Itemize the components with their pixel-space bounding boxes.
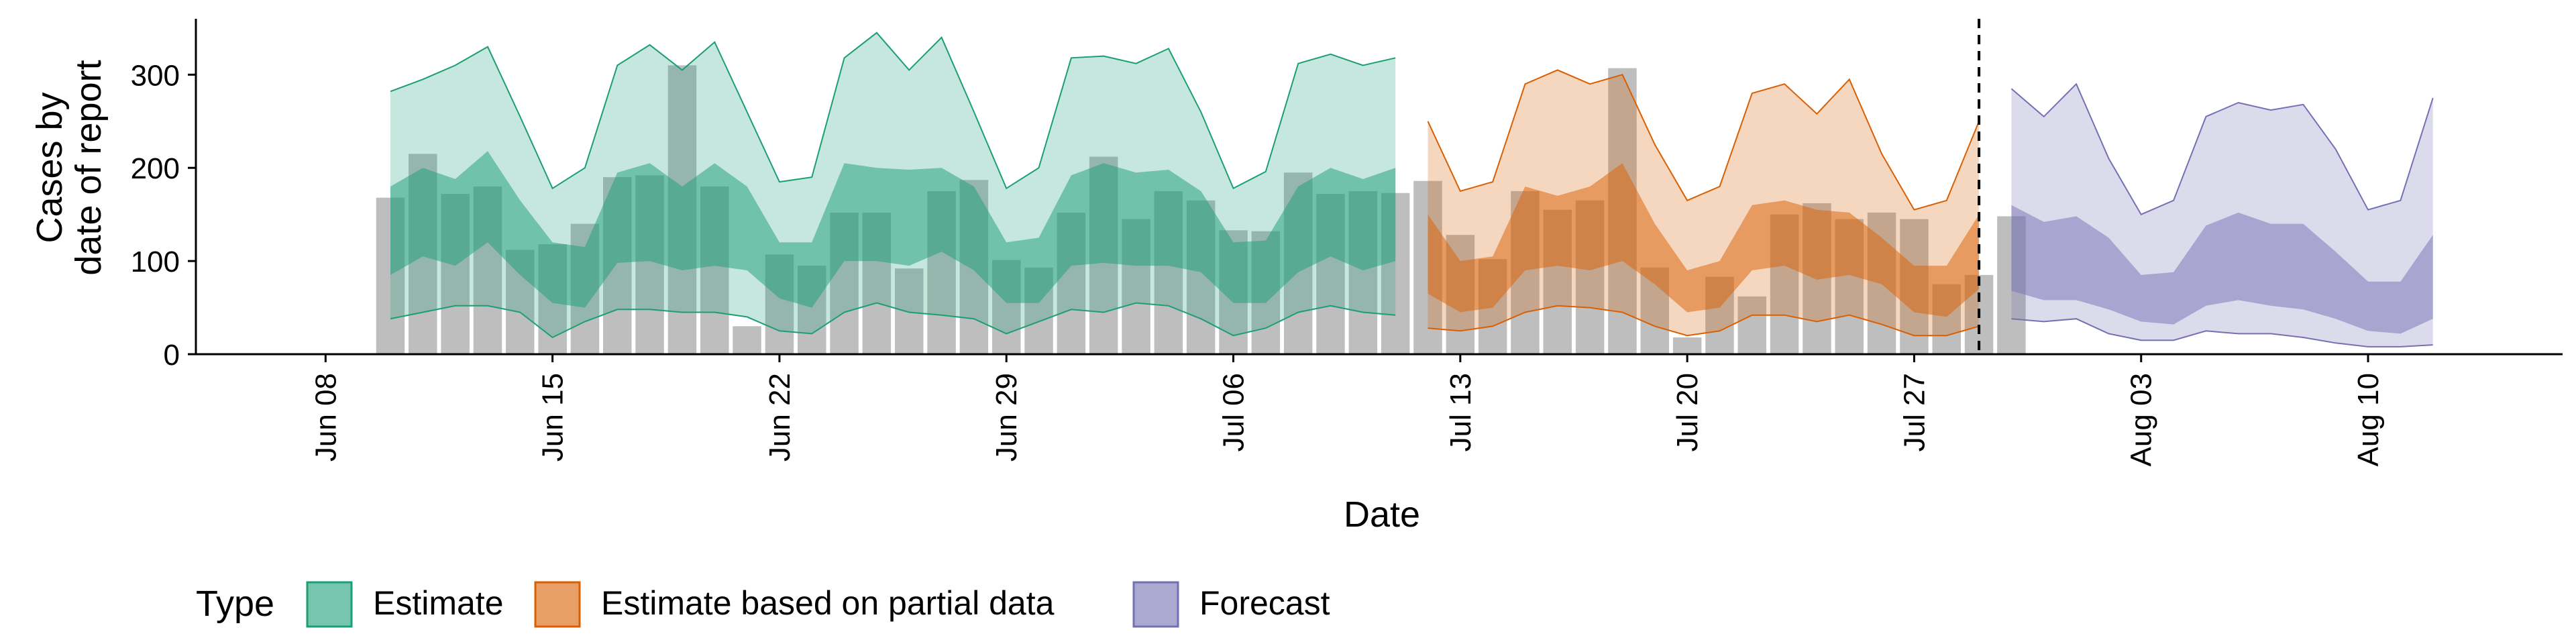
bar — [1737, 296, 1766, 354]
x-axis-title: Date — [1344, 494, 1420, 535]
x-tick-label: Jul 13 — [1444, 373, 1477, 451]
legend-swatch — [534, 581, 581, 628]
legend: Type Estimate Estimate based on partial da… — [196, 581, 1330, 628]
inner-ribbon — [1428, 163, 1980, 317]
ribbons-layer — [390, 32, 2434, 347]
x-tick-label: Jul 06 — [1218, 373, 1250, 451]
x-tick-label: Jul 27 — [1898, 373, 1931, 451]
y-axis: 0 100 200 300 — [131, 59, 196, 372]
legend-item-label: Estimate based on partial data — [601, 584, 1055, 622]
bar — [895, 268, 924, 354]
x-tick-label: Aug 10 — [2352, 373, 2385, 466]
legend-swatch — [306, 581, 353, 628]
y-tick-label: 300 — [131, 59, 180, 92]
legend-swatch — [1132, 581, 1179, 628]
upper-bound-line — [2010, 83, 2434, 215]
x-tick-label: Jun 29 — [990, 373, 1023, 462]
plot-area — [195, 19, 2563, 356]
y-axis-title-line-2: date of report — [68, 60, 109, 275]
bar — [1672, 337, 1702, 354]
x-tick-label: Jun 22 — [763, 373, 796, 462]
inner-ribbon — [390, 151, 1396, 308]
upper-bound-line — [390, 32, 1396, 190]
lower-bound-line — [390, 302, 1396, 339]
legend-item-label: Estimate — [373, 584, 504, 622]
bar — [733, 326, 761, 354]
y-tick-label: 0 — [164, 339, 180, 372]
lower-bound-line — [1428, 305, 1980, 337]
legend-title: Type — [196, 584, 274, 624]
inner-ribbon — [2011, 205, 2433, 334]
y-tick-label: 100 — [131, 246, 180, 278]
legend-item-label: Forecast — [1199, 584, 1330, 622]
upper-bound-line — [1427, 69, 1980, 211]
x-tick-label: Aug 03 — [2125, 373, 2158, 466]
x-tick-label: Jun 15 — [537, 373, 570, 462]
y-tick-label: 200 — [131, 152, 180, 185]
x-axis: Jun 08 Jun 15 Jun 22 Jun 29 Jul 06 Jul 13 Jul … — [309, 354, 2385, 466]
y-axis-title-line-1: Cases by — [30, 92, 70, 243]
x-tick-label: Jun 08 — [309, 373, 342, 462]
x-tick-label: Jul 20 — [1671, 373, 1704, 451]
lower-bound-line — [2011, 318, 2433, 347]
